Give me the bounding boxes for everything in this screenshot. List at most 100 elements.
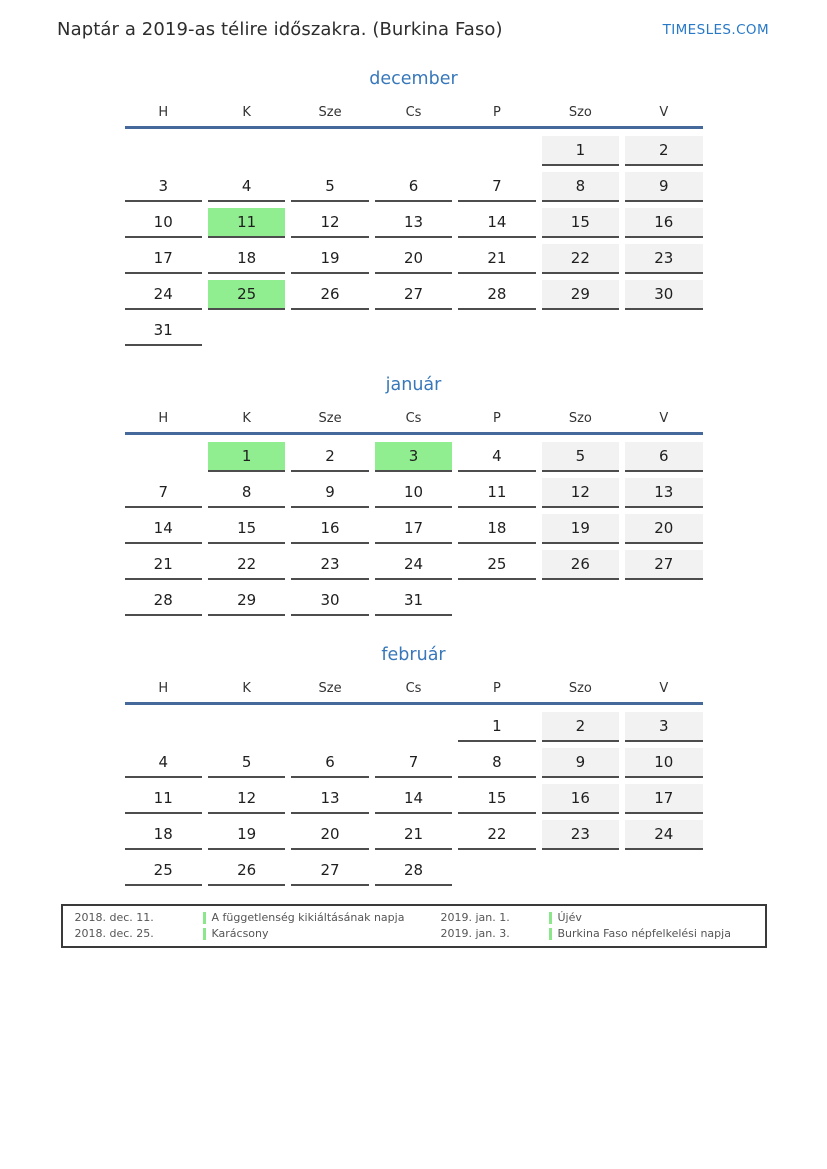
day-cell: 18 xyxy=(124,820,202,850)
legend-box: 2018. dec. 11. A függetlenség kikiáltásán… xyxy=(60,904,767,948)
weekend-day-cell: 5 xyxy=(541,442,620,472)
weekday-header: V xyxy=(659,681,669,696)
day-cell: 6 xyxy=(291,748,369,778)
day-cell: 22 xyxy=(458,820,536,850)
day-cell: 10 xyxy=(124,208,202,238)
weekend-day-cell: 26 xyxy=(541,550,620,580)
weekend-day-cell: 15 xyxy=(541,208,620,238)
empty-cell xyxy=(625,316,702,346)
day-cell: 20 xyxy=(291,820,369,850)
weekend-day-cell: 29 xyxy=(541,280,620,310)
empty-cell xyxy=(375,136,452,166)
day-cell: 7 xyxy=(124,478,202,508)
day-cell: 11 xyxy=(124,784,202,814)
empty-cell xyxy=(458,136,535,166)
empty-cell xyxy=(125,712,202,742)
legend-holiday-label: Burkina Faso népfelkelési napja xyxy=(548,927,755,940)
weekend-day-cell: 9 xyxy=(541,748,620,778)
day-cell: 23 xyxy=(291,550,369,580)
month-title: február xyxy=(381,645,446,665)
day-cell: 19 xyxy=(207,820,286,850)
empty-cell xyxy=(125,136,202,166)
weekday-header: Cs xyxy=(405,681,422,696)
weekday-header: P xyxy=(493,105,501,120)
empty-cell xyxy=(125,442,202,472)
weekday-header: K xyxy=(242,411,251,426)
day-cell: 4 xyxy=(458,442,536,472)
day-cell: 29 xyxy=(207,586,286,616)
legend-holiday-text: A függetlenség kikiáltásának napja xyxy=(211,911,405,924)
weekday-header-row: H K Sze Cs P Szo V xyxy=(125,408,703,430)
day-cell: 31 xyxy=(374,586,453,616)
months-container: december H K Sze Cs P Szo V 1 2 3 4 5 6 7 8 9 10 11 12 13 14 1… xyxy=(0,69,827,886)
calendar-grid: 1 2 3 4 5 6 7 8 9 10 11 12 13 14 15 16 17 18 19 20 21 22 23 24 2… xyxy=(124,442,703,616)
day-cell: 12 xyxy=(291,208,369,238)
day-cell: 24 xyxy=(374,550,453,580)
holiday-marker-bar xyxy=(202,911,206,924)
day-cell: 5 xyxy=(291,172,369,202)
weekday-header: K xyxy=(242,681,251,696)
legend-holiday-text: Burkina Faso népfelkelési napja xyxy=(557,927,731,940)
empty-cell xyxy=(542,856,619,886)
weekday-header: V xyxy=(659,105,669,120)
month-title: december xyxy=(369,69,458,89)
weekend-day-cell: 27 xyxy=(625,550,703,580)
weekend-day-cell: 6 xyxy=(625,442,703,472)
weekend-day-cell: 2 xyxy=(625,136,703,166)
day-cell: 14 xyxy=(374,784,453,814)
weekday-header: P xyxy=(493,411,501,426)
day-cell: 5 xyxy=(207,748,286,778)
weekend-day-cell: 1 xyxy=(541,136,620,166)
day-cell: 25 xyxy=(124,856,202,886)
weekday-header: Szo xyxy=(568,411,592,426)
day-cell: 27 xyxy=(374,280,453,310)
weekend-day-cell: 23 xyxy=(541,820,620,850)
calendar-grid: 1 2 3 4 5 6 7 8 9 10 11 12 13 14 15 16 17 18 19 20 21 22 23 24 2… xyxy=(124,136,703,346)
day-cell: 11 xyxy=(458,478,536,508)
legend-date: 2019. jan. 3. xyxy=(440,927,510,940)
empty-cell xyxy=(458,316,535,346)
weekday-header: Cs xyxy=(405,105,422,120)
weekend-day-cell: 19 xyxy=(541,514,620,544)
header-underline xyxy=(124,702,703,705)
day-cell: 27 xyxy=(291,856,369,886)
weekend-day-cell: 10 xyxy=(625,748,703,778)
weekend-day-cell: 17 xyxy=(625,784,703,814)
weekend-day-cell: 12 xyxy=(541,478,620,508)
month-section-február: február H K Sze Cs P Szo V 1 2 3 4 5 6 7 8 9 10 11 12 13 14 15… xyxy=(124,645,703,886)
header-underline xyxy=(124,126,703,129)
day-cell: 22 xyxy=(207,550,286,580)
empty-cell xyxy=(625,586,702,616)
empty-cell xyxy=(291,712,368,742)
weekday-header: Sze xyxy=(318,105,342,120)
weekend-day-cell: 30 xyxy=(625,280,703,310)
weekday-header: Cs xyxy=(405,411,422,426)
weekend-day-cell: 20 xyxy=(625,514,703,544)
day-cell: 12 xyxy=(207,784,286,814)
day-cell: 18 xyxy=(207,244,286,274)
day-cell: 28 xyxy=(124,586,202,616)
day-cell: 28 xyxy=(458,280,536,310)
day-cell: 10 xyxy=(374,478,453,508)
day-cell: 15 xyxy=(207,514,286,544)
empty-cell xyxy=(208,136,285,166)
day-cell: 19 xyxy=(291,244,369,274)
day-cell: 13 xyxy=(374,208,453,238)
legend-date: 2019. jan. 1. xyxy=(440,911,510,924)
day-cell: 26 xyxy=(207,856,286,886)
empty-cell xyxy=(458,856,535,886)
brand-link[interactable]: TIMESLES.COM xyxy=(662,22,769,38)
day-cell: 9 xyxy=(291,478,369,508)
day-cell: 8 xyxy=(207,478,286,508)
weekend-day-cell: 16 xyxy=(625,208,703,238)
day-cell: 2 xyxy=(291,442,369,472)
day-cell: 21 xyxy=(374,820,453,850)
weekday-header: H xyxy=(158,681,169,696)
month-section-január: január H K Sze Cs P Szo V 1 2 3 4 5 6 7 8 9 10 11 12 13 14 15 1… xyxy=(124,375,703,616)
holiday-day-cell: 25 xyxy=(207,280,286,310)
weekday-header: Szo xyxy=(568,105,592,120)
day-cell: 1 xyxy=(458,712,536,742)
weekend-day-cell: 8 xyxy=(541,172,620,202)
legend-date: 2018. dec. 11. xyxy=(74,911,154,924)
